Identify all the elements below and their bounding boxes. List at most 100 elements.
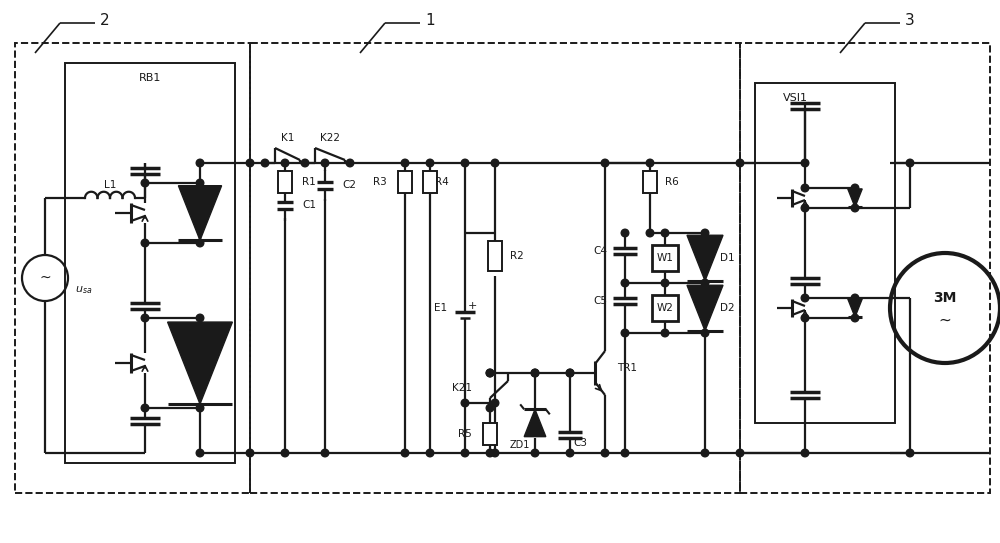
Circle shape: [661, 229, 669, 237]
Circle shape: [281, 159, 289, 167]
Circle shape: [801, 204, 809, 212]
Circle shape: [801, 159, 809, 167]
Text: R1: R1: [302, 177, 316, 187]
Circle shape: [141, 404, 149, 412]
Text: +: +: [468, 301, 477, 311]
Circle shape: [401, 159, 409, 167]
Text: VSI1: VSI1: [782, 93, 808, 103]
Circle shape: [621, 229, 629, 237]
Text: D2: D2: [720, 303, 735, 313]
Circle shape: [566, 369, 574, 377]
Circle shape: [801, 314, 809, 322]
Bar: [483, 423, 497, 445]
Text: R2: R2: [510, 251, 524, 261]
Circle shape: [531, 449, 539, 457]
Circle shape: [196, 449, 204, 457]
Text: E1: E1: [434, 303, 447, 313]
Polygon shape: [178, 186, 222, 241]
Circle shape: [736, 159, 744, 167]
Circle shape: [701, 449, 709, 457]
Text: W1: W1: [657, 253, 673, 263]
Bar: [398, 171, 412, 193]
Circle shape: [566, 369, 574, 377]
Circle shape: [646, 229, 654, 237]
Polygon shape: [524, 409, 546, 437]
Circle shape: [401, 449, 409, 457]
Circle shape: [196, 159, 204, 167]
Circle shape: [426, 159, 434, 167]
Text: R3: R3: [373, 177, 387, 187]
Circle shape: [566, 449, 574, 457]
Circle shape: [701, 279, 709, 287]
Bar: [65, 63, 235, 463]
Circle shape: [486, 369, 494, 377]
Text: K1: K1: [281, 133, 295, 143]
Text: ~: ~: [939, 313, 951, 327]
Circle shape: [491, 449, 499, 457]
Polygon shape: [168, 322, 232, 404]
Circle shape: [486, 449, 494, 457]
Circle shape: [621, 449, 629, 457]
Circle shape: [601, 449, 609, 457]
Text: 3M: 3M: [933, 291, 957, 305]
Circle shape: [141, 239, 149, 247]
Bar: [250, 43, 740, 493]
Circle shape: [851, 184, 859, 192]
Text: ~: ~: [39, 271, 51, 285]
Bar: [488, 241, 502, 271]
Text: ZD1: ZD1: [510, 440, 530, 450]
Circle shape: [141, 314, 149, 322]
Bar: [740, 43, 990, 493]
Polygon shape: [687, 235, 723, 281]
Circle shape: [486, 404, 494, 412]
Circle shape: [261, 159, 269, 167]
Bar: [652, 245, 678, 271]
Circle shape: [661, 329, 669, 337]
Circle shape: [141, 179, 149, 187]
Text: W2: W2: [657, 303, 673, 313]
Circle shape: [196, 314, 204, 322]
Circle shape: [736, 449, 744, 457]
Circle shape: [701, 229, 709, 237]
Circle shape: [906, 159, 914, 167]
Circle shape: [321, 159, 329, 167]
Polygon shape: [848, 189, 862, 207]
Circle shape: [661, 279, 669, 287]
Bar: [278, 171, 292, 193]
Circle shape: [196, 179, 204, 187]
Polygon shape: [848, 299, 862, 317]
Text: RB1: RB1: [139, 73, 161, 83]
Circle shape: [346, 159, 354, 167]
Text: C4: C4: [593, 246, 607, 256]
Text: L1: L1: [104, 180, 116, 190]
Circle shape: [531, 369, 539, 377]
Circle shape: [196, 239, 204, 247]
Text: 2: 2: [100, 12, 110, 28]
Text: 3: 3: [905, 12, 915, 28]
Bar: [15, 43, 250, 493]
Circle shape: [851, 294, 859, 302]
Text: 1: 1: [425, 12, 435, 28]
Circle shape: [461, 449, 469, 457]
Text: R5: R5: [458, 429, 472, 439]
Circle shape: [801, 449, 809, 457]
Circle shape: [906, 449, 914, 457]
Circle shape: [646, 159, 654, 167]
Circle shape: [491, 399, 499, 407]
Circle shape: [246, 449, 254, 457]
Circle shape: [426, 449, 434, 457]
Bar: [652, 295, 678, 321]
Circle shape: [461, 159, 469, 167]
Text: R4: R4: [435, 177, 449, 187]
Bar: [755, 83, 895, 423]
Circle shape: [281, 449, 289, 457]
Text: D1: D1: [720, 253, 735, 263]
Circle shape: [486, 369, 494, 377]
Text: C5: C5: [593, 296, 607, 306]
Circle shape: [621, 329, 629, 337]
Circle shape: [196, 404, 204, 412]
Circle shape: [491, 159, 499, 167]
Polygon shape: [687, 285, 723, 331]
Text: K21: K21: [452, 383, 472, 393]
Text: TR1: TR1: [617, 363, 637, 373]
